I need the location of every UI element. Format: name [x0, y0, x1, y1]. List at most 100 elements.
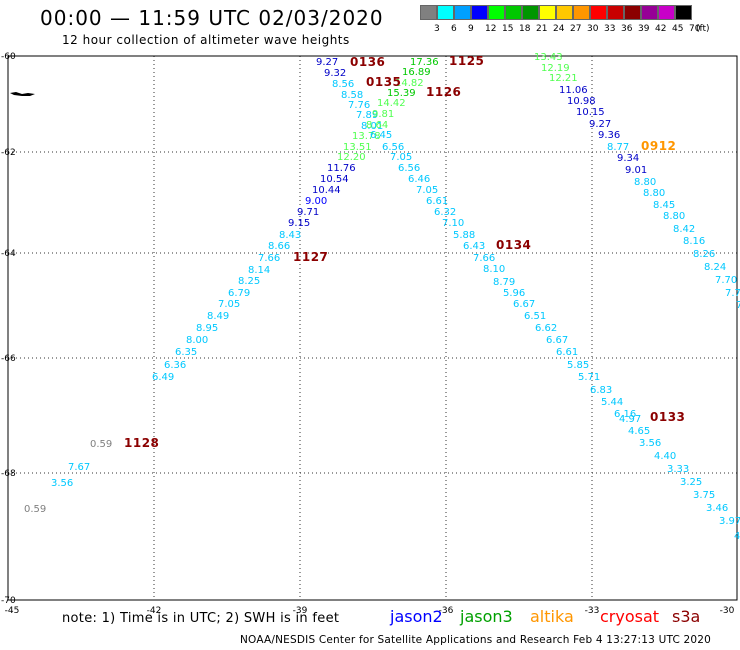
- wave-height-label: 7.70: [715, 275, 737, 286]
- wave-height-label: 3.75: [693, 490, 715, 501]
- wave-height-label: 5.44: [601, 397, 623, 408]
- y-tick-label: -66: [1, 354, 16, 364]
- wave-height-label: 6.51: [524, 311, 546, 322]
- legend-swatch: [658, 5, 675, 20]
- legend-label: 36: [621, 24, 633, 34]
- wave-height-label: 8.25: [238, 276, 260, 287]
- legend-label: 24: [553, 24, 565, 34]
- pass-time-label: 1128: [124, 436, 159, 450]
- wave-height-label: 6.43: [463, 241, 485, 252]
- wave-height-label: 8.01: [361, 121, 383, 132]
- legend-swatch: [573, 5, 590, 20]
- pass-time-label: 0912: [641, 139, 676, 153]
- legend-swatch: [675, 5, 692, 20]
- wave-height-label: 4.40: [654, 451, 676, 462]
- wave-height-label: 7.66: [258, 253, 280, 264]
- wave-height-label: 6.56: [382, 142, 404, 153]
- wave-height-label: 6.36: [164, 360, 186, 371]
- wave-height-label: 11.76: [327, 163, 356, 174]
- x-tick-label: -45: [5, 606, 20, 616]
- wave-height-label: 8.80: [643, 188, 665, 199]
- y-tick-label: -62: [1, 148, 16, 158]
- wave-height-label: 9.27: [589, 119, 611, 130]
- wave-height-label: 10.44: [312, 185, 341, 196]
- wave-height-label: 3.33: [667, 464, 689, 475]
- pass-time-label: 1125: [449, 54, 484, 68]
- wave-height-label: 8.80: [634, 177, 656, 188]
- wave-height-label: 14.42: [377, 98, 406, 109]
- satellite-label-s3a: s3a: [672, 607, 701, 626]
- wave-height-label: 7: [736, 300, 740, 311]
- wave-height-label: 9.81: [372, 109, 394, 120]
- legend-swatch: [437, 5, 454, 20]
- legend-label: 33: [604, 24, 616, 34]
- pass-time-label: 0133: [650, 410, 685, 424]
- wave-height-label: 8.95: [196, 323, 218, 334]
- legend-label: 6: [451, 24, 457, 34]
- wave-height-label: 6.67: [513, 299, 535, 310]
- wave-height-label: 8.24: [704, 262, 726, 273]
- x-tick-label: -30: [720, 606, 735, 616]
- wave-height-label: 6.32: [434, 207, 456, 218]
- wave-height-label: 7.67: [68, 462, 90, 473]
- wave-height-label: 10.98: [567, 96, 596, 107]
- wave-height-label: 10.54: [320, 174, 349, 185]
- wave-height-label: 8.80: [663, 211, 685, 222]
- wave-height-label: 10.15: [576, 107, 605, 118]
- wave-height-label: 9.01: [625, 165, 647, 176]
- wave-height-label: 8.14: [248, 265, 270, 276]
- wave-height-label: 0.59: [24, 504, 46, 515]
- satellite-label-jason2: jason2: [390, 607, 443, 626]
- wave-height-label: 8.42: [673, 224, 695, 235]
- wave-height-label: 7.76: [348, 100, 370, 111]
- legend-label: 39: [638, 24, 650, 34]
- x-tick-label: -39: [293, 606, 308, 616]
- wave-height-label: 8.56: [332, 79, 354, 90]
- wave-height-label: 7.10: [442, 218, 464, 229]
- pass-time-label: 1126: [426, 85, 461, 99]
- wave-height-label: 5.71: [578, 372, 600, 383]
- legend-swatch: [539, 5, 556, 20]
- wave-height-label: 4: [734, 531, 740, 542]
- legend-swatch: [505, 5, 522, 20]
- legend-swatch: [454, 5, 471, 20]
- satellite-label-jason3: jason3: [460, 607, 513, 626]
- legend-swatch: [624, 5, 641, 20]
- wave-height-label: 3.97: [719, 516, 740, 527]
- wave-height-label: 9.36: [598, 130, 620, 141]
- legend-unit: (ft): [696, 24, 710, 34]
- wave-height-label: 7.05: [390, 152, 412, 163]
- legend-label: 9: [468, 24, 474, 34]
- legend-label: 12: [485, 24, 497, 34]
- legend-swatch: [607, 5, 624, 20]
- wave-height-label: 8.64: [366, 120, 388, 131]
- wave-height-label: 8.77: [607, 142, 629, 153]
- wave-height-label: 0.59: [90, 439, 112, 450]
- wave-height-label: 13.78: [352, 131, 381, 142]
- wave-height-label: 6.49: [152, 372, 174, 383]
- wave-height-label: 14.82: [395, 78, 424, 89]
- legend-swatch: [556, 5, 573, 20]
- pass-time-label: 1127: [293, 250, 328, 264]
- wave-height-label: 6.61: [426, 196, 448, 207]
- wave-height-label: 7.66: [473, 253, 495, 264]
- legend-label: 15: [502, 24, 514, 34]
- wave-height-label: 7.05: [416, 185, 438, 196]
- legend-label: 45: [672, 24, 684, 34]
- wave-height-label: 8.16: [683, 236, 705, 247]
- wave-height-label: 9.00: [305, 196, 327, 207]
- wave-height-label: 9.15: [288, 218, 310, 229]
- wave-height-label: 12.19: [541, 63, 570, 74]
- wave-height-label: 6.61: [556, 347, 578, 358]
- wave-height-label: 8.26: [693, 249, 715, 260]
- wave-height-label: 8.10: [483, 264, 505, 275]
- legend-swatch: [471, 5, 488, 20]
- wave-height-label: 8.58: [341, 90, 363, 101]
- wave-height-label: 13.51: [343, 142, 372, 153]
- wave-height-label: 6.56: [398, 163, 420, 174]
- legend-swatch: [590, 5, 607, 20]
- wave-height-label: 6.67: [546, 335, 568, 346]
- wave-height-label: 6.46: [408, 174, 430, 185]
- legend-label: 21: [536, 24, 548, 34]
- wave-height-label: 9.71: [297, 207, 319, 218]
